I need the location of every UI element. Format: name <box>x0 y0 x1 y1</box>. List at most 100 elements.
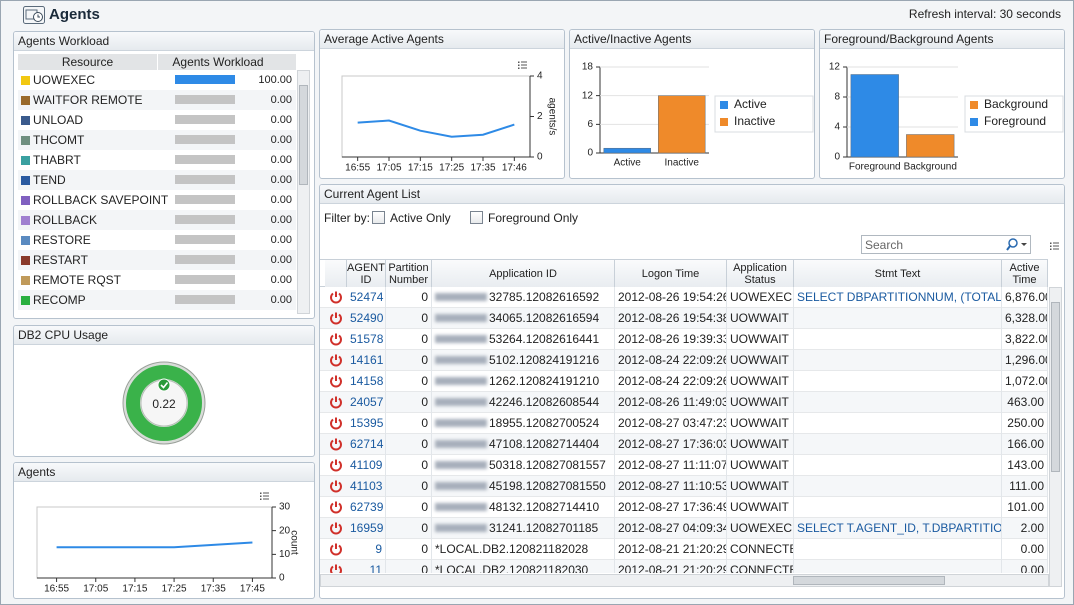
y-axis-label: agents/s <box>546 98 557 136</box>
table-cell: UOWWAIT <box>727 455 794 476</box>
chart-menu-icon[interactable] <box>260 492 269 501</box>
cell-text: 5102.120824191216 <box>489 353 600 367</box>
agent-id-link[interactable]: 52474 <box>350 290 384 304</box>
agent-id-link[interactable]: 15395 <box>350 416 384 430</box>
search-icon[interactable] <box>1005 238 1029 252</box>
column-header[interactable]: Logon Time <box>615 260 727 288</box>
legend: Active Inactive <box>714 95 814 133</box>
table-cell: UOWWAIT <box>727 350 794 371</box>
agent-id-link[interactable]: 14158 <box>350 374 384 388</box>
table-cell: 42246.12082608544 <box>432 392 615 413</box>
terminate-agent-icon[interactable] <box>329 563 343 573</box>
scrollbar[interactable] <box>297 70 310 314</box>
terminate-agent-icon[interactable] <box>329 374 343 388</box>
resource-name: UOWEXEC <box>33 73 96 87</box>
horizontal-scrollbar[interactable] <box>320 574 1049 587</box>
terminate-agent-icon[interactable] <box>329 353 343 367</box>
table-cell: UOWEXEC <box>727 518 794 539</box>
workload-row: TEND 0.00 <box>18 170 296 190</box>
terminate-agent-icon[interactable] <box>329 332 343 346</box>
terminate-agent-icon[interactable] <box>329 395 343 409</box>
terminate-agent-icon[interactable] <box>329 290 343 304</box>
column-header[interactable]: AGENT ID <box>347 260 386 288</box>
scroll-thumb[interactable] <box>793 576 945 585</box>
masked-address <box>435 503 487 511</box>
column-header[interactable]: Active Time <box>1002 260 1048 288</box>
table-cell <box>794 392 1002 413</box>
terminate-agent-icon[interactable] <box>329 311 343 325</box>
terminate-agent-icon[interactable] <box>329 542 343 556</box>
terminate-agent-icon[interactable] <box>329 500 343 514</box>
cell-text: UOWWAIT <box>730 500 789 514</box>
table-cell: 3,822.00 <box>1002 329 1048 350</box>
table-cell: 0 <box>386 455 432 476</box>
foreground-background-agents-panel: Foreground/Background Agents 0 4 8 12 Foregro… <box>819 29 1065 179</box>
agent-id-link[interactable]: 14161 <box>350 353 384 367</box>
column-header[interactable]: Application Status <box>727 260 794 288</box>
y-tick-label: 20 <box>279 525 291 536</box>
panel-title: Agents <box>14 463 314 482</box>
agent-id-link[interactable]: 52490 <box>350 311 384 325</box>
cell-text: 0 <box>421 542 428 556</box>
column-header[interactable]: Application ID <box>432 260 615 288</box>
terminate-agent-icon[interactable] <box>329 416 343 430</box>
chart-menu-icon[interactable] <box>1050 242 1059 251</box>
filter-checkbox[interactable] <box>372 211 385 224</box>
table-cell: 62714 <box>347 434 386 455</box>
agent-id-link[interactable]: 16959 <box>350 521 384 535</box>
cell-text: 32785.12082616592 <box>489 290 600 304</box>
resource-color <box>21 296 30 305</box>
filter-checkbox[interactable] <box>470 211 483 224</box>
bar <box>850 74 899 158</box>
column-header-text: Stmt Text <box>874 268 921 280</box>
panel-title: Foreground/Background Agents <box>820 30 1064 49</box>
cell-text: 2012-08-27 04:09:34 <box>618 521 727 535</box>
workload-row: WAITFOR REMOTE 0.00 <box>18 90 296 110</box>
agent-id-link[interactable]: 41109 <box>350 458 383 472</box>
table-row: 52474 0 32785.12082616592 2012-08-26 19:54:… <box>320 287 1048 308</box>
table-cell: 6,876.00 <box>1002 287 1048 308</box>
agent-id-link[interactable]: 62739 <box>350 500 384 514</box>
table-row: 52490 0 34065.12082616594 2012-08-26 19:54:… <box>320 308 1048 329</box>
filter-label: Filter by: <box>324 211 371 225</box>
terminate-agent-icon[interactable] <box>329 458 343 472</box>
agent-id-link[interactable]: 41103 <box>350 479 383 493</box>
cell-text: UOWWAIT <box>730 311 789 325</box>
workload-value: 0.00 <box>270 114 292 126</box>
agent-id-link[interactable]: 9 <box>375 542 382 556</box>
table-cell: 6,328.00 <box>1002 308 1048 329</box>
agent-id-link[interactable]: 62714 <box>350 437 384 451</box>
terminate-agent-icon[interactable] <box>329 521 343 535</box>
workload-value: 0.00 <box>270 94 292 106</box>
search-box[interactable]: Search <box>861 235 1031 254</box>
scroll-thumb[interactable] <box>1051 302 1060 472</box>
cell-text: 2012-08-21 21:20:29 <box>618 542 727 556</box>
page-icon <box>23 6 45 24</box>
column-header[interactable]: Stmt Text <box>794 260 1002 288</box>
table-cell: UOWEXEC <box>727 287 794 308</box>
masked-address <box>435 356 487 364</box>
scroll-thumb[interactable] <box>299 85 308 185</box>
chart-menu-icon[interactable] <box>518 61 527 70</box>
column-header: Resource <box>18 54 158 70</box>
x-tick-label: Background <box>904 162 957 173</box>
cell-text: 47108.12082714404 <box>489 437 600 451</box>
y-tick-label: 2 <box>537 111 543 122</box>
agent-id-link[interactable]: 51578 <box>350 332 384 346</box>
terminate-agent-icon[interactable] <box>329 479 343 493</box>
cpu-gauge: 0.22 <box>122 361 206 445</box>
agent-id-link[interactable]: 24057 <box>350 395 384 409</box>
table-cell: UOWWAIT <box>727 434 794 455</box>
column-header[interactable]: Partition Number <box>386 260 432 288</box>
cell-text: 2012-08-24 22:09:26 <box>618 353 727 367</box>
cell-text: 111.00 <box>1009 479 1044 493</box>
terminate-agent-icon[interactable] <box>329 437 343 451</box>
cell-text: *LOCAL.DB2.120821182028 <box>435 542 589 556</box>
agent-id-link[interactable]: 11 <box>369 563 382 573</box>
y-tick-label: 12 <box>829 62 841 73</box>
table-cell: UOWWAIT <box>727 329 794 350</box>
y-tick-label: 0 <box>834 152 840 163</box>
table-row: 51578 0 53264.12082616441 2012-08-26 19:39:… <box>320 329 1048 350</box>
vertical-scrollbar[interactable] <box>1049 287 1062 587</box>
